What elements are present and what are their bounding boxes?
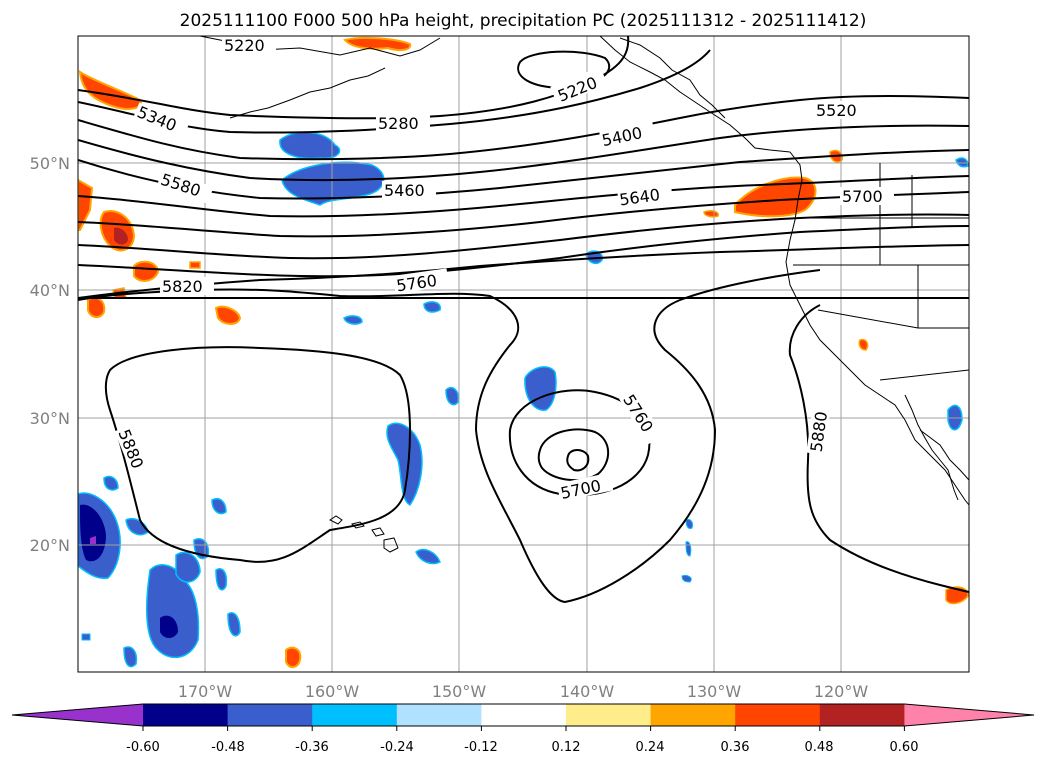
colorbar-bin xyxy=(820,704,905,726)
colorbar-tick-label: 0.48 xyxy=(805,740,834,755)
colorbar-bin xyxy=(312,704,397,726)
colorbar-extend-low xyxy=(12,704,143,726)
colorbar-ticks: -0.60 -0.48 -0.36 -0.24 -0.12 0.12 0.24 … xyxy=(126,740,918,755)
colorbar-extend-high xyxy=(904,704,1034,726)
map-panel: 5220 5220 5340 5280 5400 5520 5580 5460 … xyxy=(78,36,969,672)
colorbar xyxy=(12,704,1034,731)
lat-tick-label: 50°N xyxy=(30,154,70,173)
colorbar-tick-label: 0.24 xyxy=(636,740,665,755)
colorbar-bin xyxy=(397,704,482,726)
lon-tick-label: 120°W xyxy=(814,682,869,701)
colorbar-tick-label: -0.48 xyxy=(211,740,245,755)
lat-tick-label: 30°N xyxy=(30,409,70,428)
contour-label: 5700 xyxy=(842,187,883,206)
lon-tick-label: 170°W xyxy=(178,682,233,701)
colorbar-bin xyxy=(228,704,313,726)
lon-tick-label: 150°W xyxy=(432,682,487,701)
colorbar-tick-label: -0.12 xyxy=(464,740,498,755)
map-title: 2025111100 F000 500 hPa height, precipit… xyxy=(180,11,867,31)
lat-axis: 20°N 30°N 40°N 50°N xyxy=(30,154,70,555)
contour-label: 5280 xyxy=(378,114,419,133)
lon-tick-label: 130°W xyxy=(687,682,742,701)
lat-tick-label: 40°N xyxy=(30,281,70,300)
contour-label: 5820 xyxy=(162,277,203,296)
contour-label: 5520 xyxy=(816,101,857,120)
contour-label: 5220 xyxy=(224,36,265,55)
lon-tick-label: 160°W xyxy=(305,682,360,701)
lon-axis: 170°W 160°W 150°W 140°W 130°W 120°W xyxy=(178,682,869,701)
colorbar-tick-label: 0.36 xyxy=(721,740,750,755)
colorbar-tick-label: 0.60 xyxy=(890,740,919,755)
colorbar-tick-label: 0.12 xyxy=(552,740,581,755)
lon-tick-label: 140°W xyxy=(560,682,615,701)
colorbar-bin xyxy=(143,704,228,726)
colorbar-tick-label: -0.36 xyxy=(295,740,329,755)
colorbar-bin xyxy=(566,704,651,726)
colorbar-bin xyxy=(651,704,736,726)
contour-label: 5460 xyxy=(384,181,425,200)
colorbar-bin xyxy=(481,704,566,726)
colorbar-tick-label: -0.24 xyxy=(380,740,414,755)
colorbar-bin xyxy=(735,704,820,726)
colorbar-tick-label: -0.60 xyxy=(126,740,160,755)
lat-tick-label: 20°N xyxy=(30,536,70,555)
